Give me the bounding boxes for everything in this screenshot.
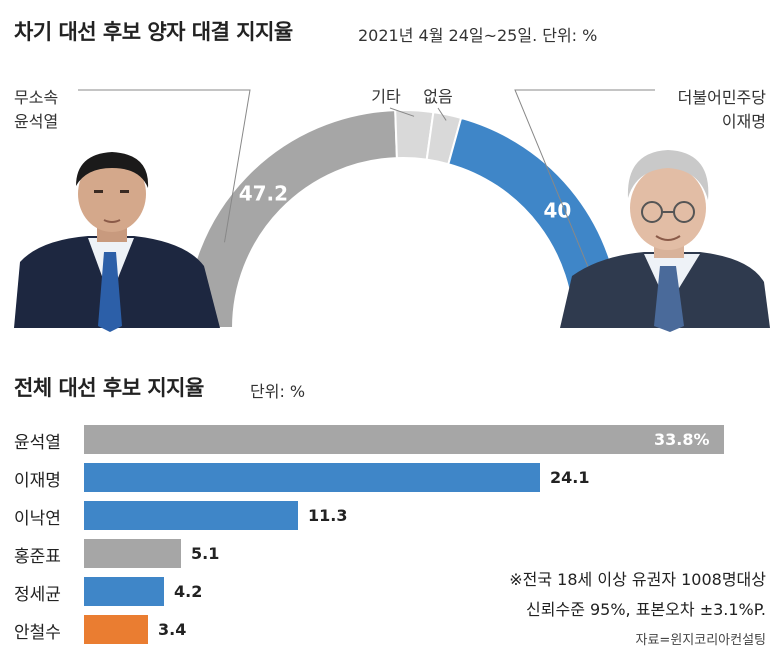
left-candidate-affiliation: 무소속 <box>14 88 59 107</box>
right-candidate-portrait <box>560 150 770 332</box>
bar-value-label: 33.8% <box>654 430 710 449</box>
page-title: 차기 대선 후보 양자 대결 지지율 <box>14 20 293 44</box>
donut-value-0: 47.2 <box>239 181 288 205</box>
donut-leader-1 <box>389 107 415 117</box>
bar-4 <box>84 539 181 568</box>
bar-category-label: 윤석열 <box>14 433 61 453</box>
bar-category-label: 안철수 <box>14 623 61 643</box>
bar-category-label: 이낙연 <box>14 509 61 529</box>
bar-3 <box>84 501 298 530</box>
bar-category-label: 이재명 <box>14 471 61 491</box>
bar-value-label: 3.4 <box>158 620 187 639</box>
source-credit: 자료=윈지코리아컨설팅 <box>635 633 767 648</box>
right-candidate-leader <box>514 89 655 289</box>
bar-1 <box>84 425 724 454</box>
left-candidate-portrait <box>14 152 220 332</box>
survey-note-line1: ※전국 18세 이상 유권자 1008명대상 <box>509 570 766 589</box>
right-candidate-affiliation: 더불어민주당 <box>677 88 766 107</box>
bar-6 <box>84 615 148 644</box>
right-candidate-label: 더불어민주당 이재명 <box>678 86 766 134</box>
donut-label-1: 기타 <box>371 87 401 106</box>
right-candidate-name: 이재명 <box>721 112 766 131</box>
left-candidate-leader <box>78 89 251 243</box>
left-candidate-name: 윤석열 <box>14 112 59 131</box>
bar-value-label: 24.1 <box>550 468 590 487</box>
bar-5 <box>84 577 164 606</box>
page-subtitle: 2021년 4월 24일~25일. 단위: % <box>358 26 598 45</box>
left-candidate-label: 무소속 윤석열 <box>14 86 58 134</box>
bar-value-label: 5.1 <box>191 544 220 563</box>
donut-label-2: 없음 <box>423 87 452 106</box>
section-unit: 단위: % <box>250 382 306 401</box>
survey-note-line2: 신뢰수준 95%, 표본오차 ±3.1%P. <box>526 600 766 619</box>
donut-slice-0 <box>183 109 398 329</box>
bar-value-label: 11.3 <box>308 506 348 525</box>
bar-2 <box>84 463 540 492</box>
section-title: 전체 대선 후보 지지율 <box>14 376 204 400</box>
bar-category-label: 정세균 <box>14 585 61 605</box>
bar-category-label: 홍준표 <box>14 547 61 567</box>
donut-leader-2 <box>437 107 447 121</box>
donut-value-3: 40 <box>543 199 571 223</box>
bar-value-label: 4.2 <box>174 582 203 601</box>
head-to-head-donut-chart: 47.2 40 기타 없음 <box>14 87 770 332</box>
